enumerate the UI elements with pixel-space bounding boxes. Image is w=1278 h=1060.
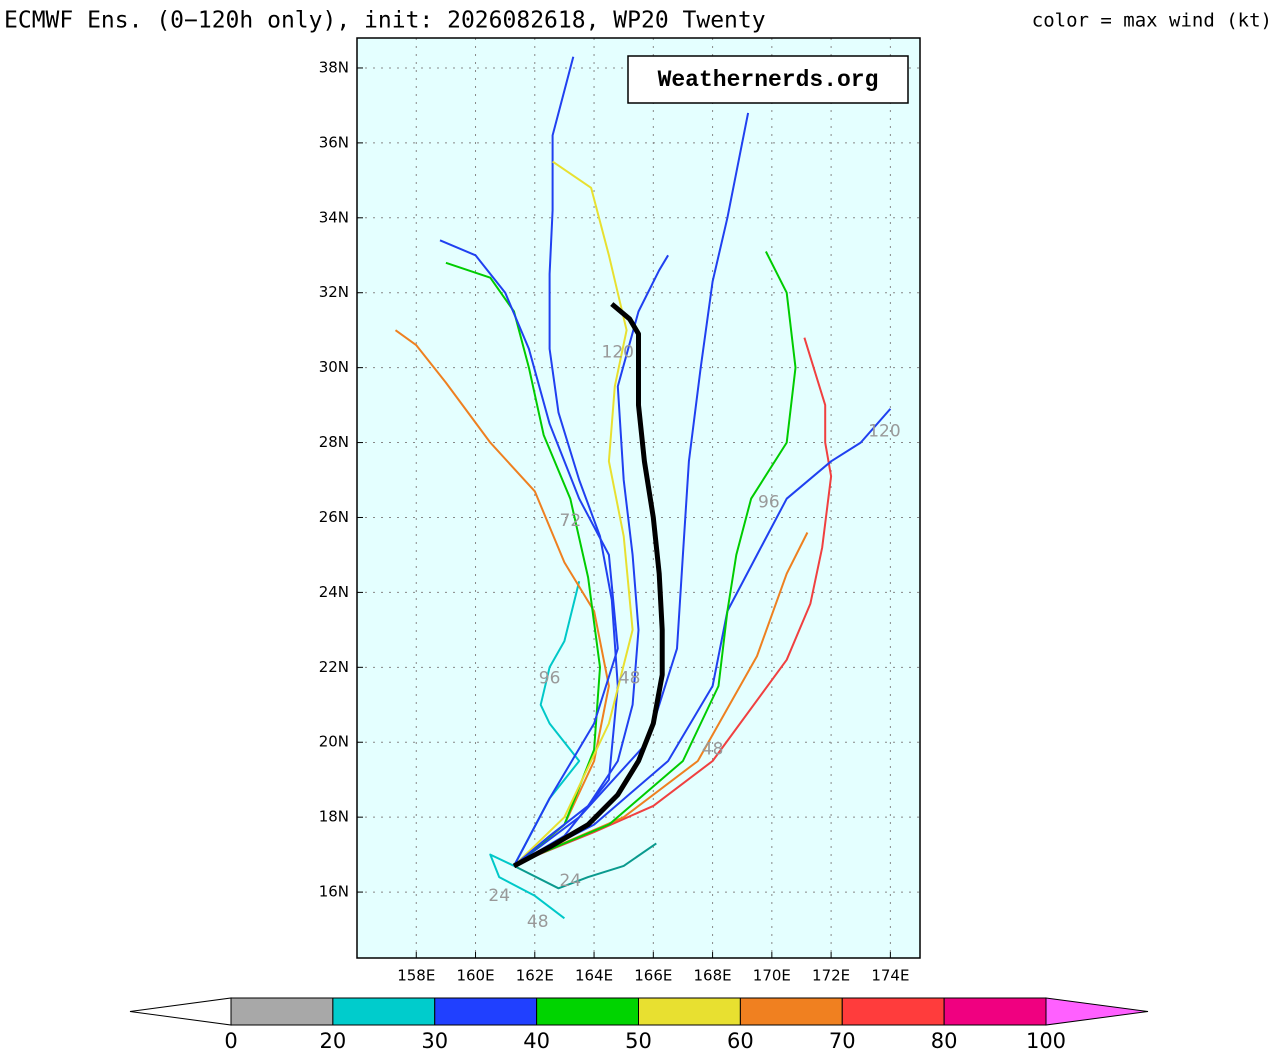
x-tick-label: 174E (871, 967, 909, 985)
colorbar-bin (434, 997, 538, 1026)
colorbar-tick-label: 100 (1026, 1029, 1066, 1053)
storm-track (513, 254, 669, 867)
x-tick-label: 172E (812, 967, 850, 985)
colorbar-tick-label: 80 (931, 1029, 958, 1053)
y-tick-label: 28N (319, 433, 349, 451)
colorbar-bin (536, 997, 639, 1026)
x-tick-label: 162E (516, 967, 554, 985)
x-tick-label: 158E (397, 967, 435, 985)
storm-track (513, 112, 750, 867)
colorbar-tick-label: 70 (829, 1029, 856, 1053)
y-tick-label: 24N (319, 583, 349, 601)
map-background (357, 38, 920, 958)
map-frame (356, 37, 921, 959)
y-tick-label: 36N (319, 133, 349, 151)
x-tick-label: 166E (634, 967, 672, 985)
colorbar-bin (739, 997, 843, 1026)
y-tick-label: 32N (319, 283, 349, 301)
y-tick-label: 18N (319, 808, 349, 826)
colorbar-tick-label: 50 (625, 1029, 652, 1053)
colorbar-over (1045, 997, 1149, 1026)
forecast-hour-label: 120 (602, 343, 634, 363)
colorbar-tick-label: 0 (224, 1029, 237, 1053)
y-tick-label: 38N (319, 58, 349, 76)
y-tick-label: 30N (319, 358, 349, 376)
storm-track (519, 337, 833, 864)
storm-track (512, 302, 665, 869)
colorbar-tick-label: 20 (320, 1029, 347, 1053)
watermark-box (627, 55, 909, 104)
colorbar-bin (230, 997, 334, 1026)
forecast-hour-label: 48 (619, 669, 641, 689)
y-tick-label: 16N (319, 883, 349, 901)
forecast-hour-label: 24 (488, 886, 510, 906)
y-tick-label: 34N (319, 208, 349, 226)
x-tick-label: 160E (456, 967, 494, 985)
colorbar-tick-label: 40 (523, 1029, 550, 1053)
forecast-hour-label: 24 (560, 871, 582, 891)
forecast-hour-label: 48 (702, 740, 724, 760)
colorbar-under (129, 997, 232, 1026)
colorbar-bin (943, 997, 1047, 1026)
watermark: Weathernerds.org (658, 67, 879, 93)
storm-track (513, 580, 581, 867)
y-tick-label: 20N (319, 733, 349, 751)
x-tick-label: 170E (753, 967, 791, 985)
storm-track (513, 842, 657, 890)
forecast-hour-label: 48 (527, 912, 549, 932)
colorbar-bin (841, 997, 945, 1026)
chart-title: ECMWF Ens. (0−120h only), init: 20260826… (4, 8, 766, 34)
y-tick-label: 26N (319, 508, 349, 526)
x-tick-label: 164E (575, 967, 613, 985)
storm-track (513, 56, 619, 867)
forecast-hour-label: 96 (539, 669, 561, 689)
forecast-hour-label: 72 (560, 511, 582, 531)
forecast-hour-label: 96 (758, 492, 780, 512)
storm-track (439, 239, 619, 867)
colorbar-bin (332, 997, 436, 1026)
colorbar-tick-label: 30 (421, 1029, 448, 1053)
y-tick-label: 22N (319, 658, 349, 676)
storm-track (519, 408, 892, 863)
storm-track (513, 160, 634, 867)
forecast-hour-label: 120 (868, 421, 900, 441)
storm-track (519, 251, 797, 864)
storm-track (489, 853, 566, 920)
storm-track (394, 329, 610, 863)
x-tick-label: 168E (694, 967, 732, 985)
colorbar-tick-label: 60 (727, 1029, 754, 1053)
colorbar-bin (638, 997, 741, 1026)
colorbar-label: color = max wind (kt) (1032, 10, 1272, 32)
